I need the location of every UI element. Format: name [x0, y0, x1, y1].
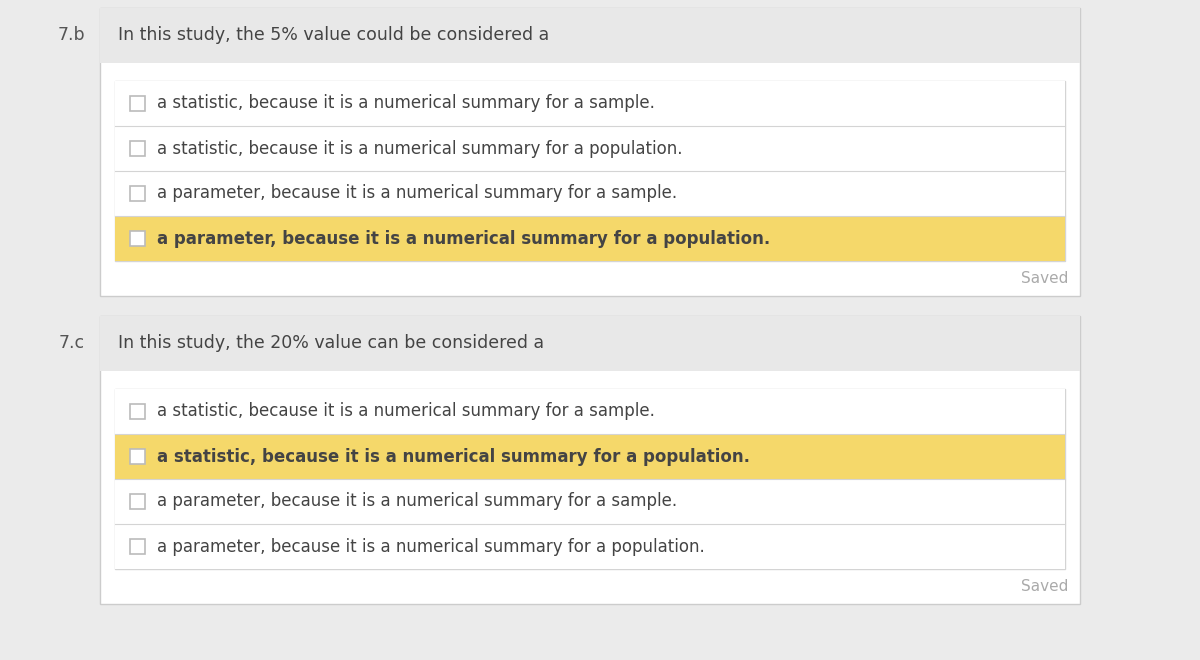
Text: Saved: Saved — [1021, 271, 1068, 286]
FancyBboxPatch shape — [115, 126, 1066, 171]
Text: a parameter, because it is a numerical summary for a population.: a parameter, because it is a numerical s… — [157, 537, 704, 556]
Text: In this study, the 20% value can be considered a: In this study, the 20% value can be cons… — [118, 335, 544, 352]
FancyBboxPatch shape — [100, 316, 1080, 371]
Text: a statistic, because it is a numerical summary for a population.: a statistic, because it is a numerical s… — [157, 447, 750, 465]
FancyBboxPatch shape — [130, 96, 144, 111]
FancyBboxPatch shape — [100, 316, 1080, 604]
Text: a parameter, because it is a numerical summary for a sample.: a parameter, because it is a numerical s… — [157, 185, 677, 203]
Text: Saved: Saved — [1021, 579, 1068, 594]
FancyBboxPatch shape — [115, 389, 1066, 434]
FancyBboxPatch shape — [130, 449, 144, 464]
FancyBboxPatch shape — [130, 231, 144, 246]
FancyBboxPatch shape — [115, 81, 1066, 126]
Text: 7.c: 7.c — [59, 335, 85, 352]
FancyBboxPatch shape — [115, 389, 1066, 569]
Text: a statistic, because it is a numerical summary for a sample.: a statistic, because it is a numerical s… — [157, 94, 655, 112]
FancyBboxPatch shape — [100, 8, 1080, 296]
Text: In this study, the 5% value could be considered a: In this study, the 5% value could be con… — [118, 26, 550, 44]
Text: a statistic, because it is a numerical summary for a population.: a statistic, because it is a numerical s… — [157, 139, 683, 158]
FancyBboxPatch shape — [100, 8, 1080, 63]
FancyBboxPatch shape — [130, 494, 144, 509]
FancyBboxPatch shape — [130, 404, 144, 419]
Text: a parameter, because it is a numerical summary for a population.: a parameter, because it is a numerical s… — [157, 230, 770, 248]
Text: a parameter, because it is a numerical summary for a sample.: a parameter, because it is a numerical s… — [157, 492, 677, 510]
FancyBboxPatch shape — [115, 434, 1066, 479]
FancyBboxPatch shape — [115, 171, 1066, 216]
FancyBboxPatch shape — [115, 81, 1066, 261]
FancyBboxPatch shape — [115, 216, 1066, 261]
Text: a statistic, because it is a numerical summary for a sample.: a statistic, because it is a numerical s… — [157, 403, 655, 420]
FancyBboxPatch shape — [115, 479, 1066, 524]
FancyBboxPatch shape — [130, 141, 144, 156]
FancyBboxPatch shape — [130, 539, 144, 554]
FancyBboxPatch shape — [115, 524, 1066, 569]
FancyBboxPatch shape — [130, 186, 144, 201]
Text: 7.b: 7.b — [58, 26, 85, 44]
